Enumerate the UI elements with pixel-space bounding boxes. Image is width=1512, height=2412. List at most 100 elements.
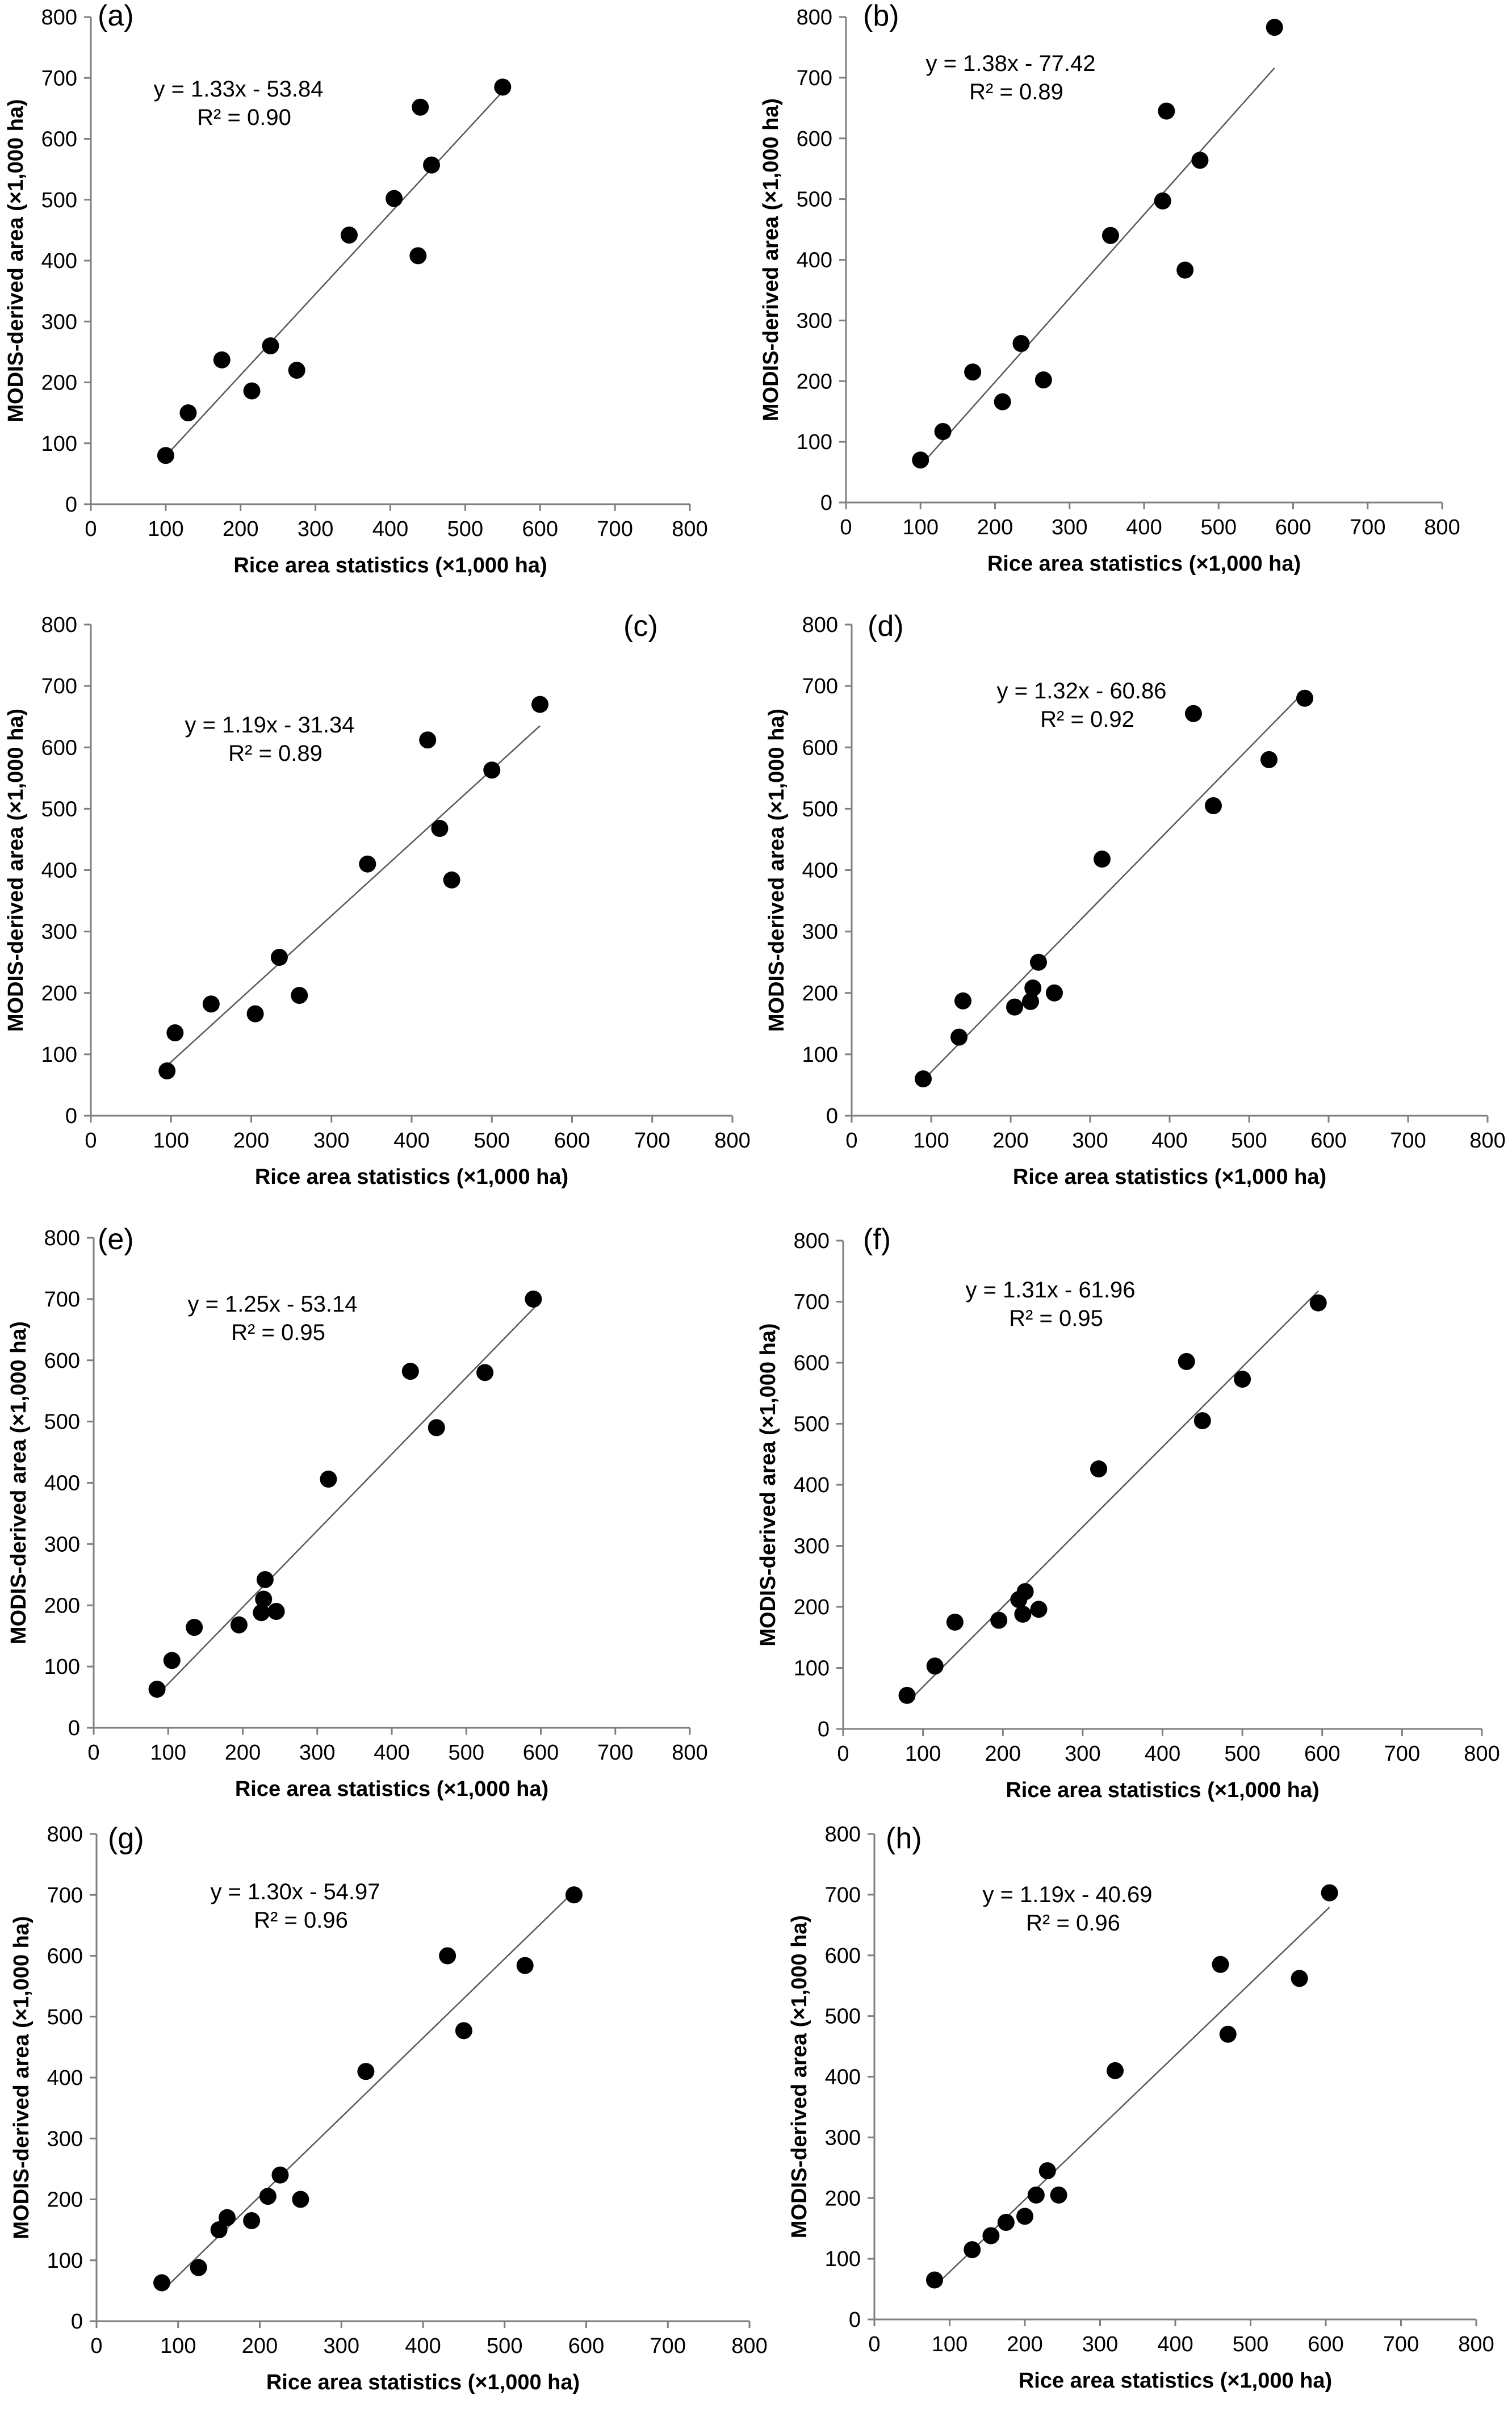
x-tick-label: 600	[1304, 1742, 1340, 1766]
trend-equation: y = 1.33x - 53.84	[153, 77, 323, 102]
panel-f: 0 100 200 300 400 500 600 700 800 0 100 200 300 400 50…	[756, 1223, 1500, 1802]
data-point	[202, 995, 220, 1013]
x-tick-label: 0	[845, 1129, 857, 1153]
data-point	[926, 1657, 944, 1675]
x-tick-label: 400	[372, 517, 408, 541]
data-point	[1022, 993, 1039, 1010]
data-point	[153, 2274, 170, 2292]
data-point	[190, 2259, 207, 2276]
data-point	[166, 1024, 184, 1042]
y-tick-label: 0	[68, 1716, 80, 1740]
data-point	[291, 987, 308, 1004]
x-tick-label: 100	[913, 1129, 949, 1153]
y-tick-label: 800	[797, 6, 832, 30]
data-point	[1046, 984, 1063, 1002]
x-tick-label: 800	[714, 1129, 750, 1153]
data-point	[1006, 998, 1023, 1016]
r-squared: R² = 0.96	[1026, 1911, 1120, 1936]
data-point	[255, 1590, 273, 1608]
x-tick-label: 700	[1383, 2333, 1419, 2356]
data-point	[1094, 851, 1111, 868]
data-point	[267, 1603, 285, 1620]
x-axis-title: Rice area statistics (×1,000 ha)	[1013, 1165, 1326, 1189]
trendline	[920, 67, 1275, 467]
y-tick-label: 300	[797, 309, 832, 333]
data-point	[1107, 2062, 1124, 2079]
data-point	[1038, 2162, 1056, 2180]
data-point	[1191, 152, 1209, 169]
data-point	[186, 1619, 203, 1636]
data-point	[997, 2214, 1015, 2231]
panel-label: (b)	[863, 0, 899, 32]
r-squared: R² = 0.89	[228, 741, 322, 766]
data-point	[409, 247, 427, 265]
y-tick-label: 800	[802, 613, 838, 637]
x-tick-label: 300	[299, 1741, 335, 1765]
panel-d: 0 100 200 300 400 500 600 700 800 0 100 200 300 400 50…	[765, 610, 1506, 1189]
y-tick-label: 700	[41, 675, 77, 698]
panel-label: (e)	[98, 1223, 134, 1256]
x-tick-label: 400	[1126, 516, 1162, 539]
y-tick-label: 200	[47, 2188, 83, 2212]
y-tick-label: 600	[47, 1945, 83, 1969]
data-point	[419, 731, 437, 749]
data-point	[1090, 1460, 1107, 1478]
x-tick-label: 100	[903, 516, 939, 539]
trend-equation: y = 1.32x - 60.86	[996, 679, 1166, 704]
y-tick-label: 200	[41, 982, 77, 1006]
x-tick-label: 400	[405, 2334, 441, 2358]
data-point	[259, 2188, 277, 2205]
data-point	[213, 351, 231, 368]
x-tick-label: 200	[223, 517, 258, 541]
data-point	[386, 190, 403, 207]
y-tick-label: 300	[802, 920, 838, 944]
y-tick-label: 400	[41, 249, 77, 273]
y-tick-label: 100	[802, 1043, 838, 1067]
y-tick-label: 500	[794, 1413, 830, 1437]
y-tick-label: 400	[825, 2066, 861, 2089]
y-tick-label: 100	[47, 2249, 83, 2273]
data-point	[1185, 705, 1202, 722]
data-point	[1291, 1970, 1308, 1987]
y-tick-label: 400	[47, 2066, 83, 2090]
x-tick-label: 800	[672, 1741, 707, 1765]
data-point	[443, 871, 460, 889]
y-tick-label: 200	[41, 371, 77, 395]
y-tick-label: 700	[794, 1291, 830, 1314]
x-tick-label: 800	[1464, 1742, 1500, 1766]
y-axis-title: MODIS-derived area (×1,000 ha)	[765, 709, 789, 1032]
x-tick-label: 700	[650, 2334, 686, 2358]
data-point	[483, 761, 501, 779]
panel-label: (d)	[868, 610, 904, 643]
data-point	[912, 451, 929, 469]
data-point	[1154, 192, 1171, 210]
data-point	[946, 1613, 964, 1631]
data-point	[1178, 1352, 1195, 1370]
y-tick-label: 100	[794, 1657, 830, 1681]
y-tick-label: 100	[797, 430, 832, 454]
data-point	[494, 78, 512, 96]
y-tick-label: 0	[65, 1104, 77, 1128]
x-tick-label: 200	[985, 1742, 1021, 1766]
panel-g: 0 100 200 300 400 500 600 700 800 0 100 200 300 400 50…	[10, 1822, 768, 2394]
trendline	[166, 725, 541, 1066]
data-point	[431, 819, 449, 837]
x-tick-label: 200	[992, 1129, 1028, 1153]
x-tick-label: 800	[672, 517, 707, 541]
y-axis-title: MODIS-derived area (×1,000 ha)	[756, 1323, 780, 1646]
x-tick-label: 0	[87, 1741, 99, 1765]
data-point	[157, 447, 174, 464]
x-tick-label: 500	[1201, 516, 1237, 539]
data-point	[1234, 1371, 1251, 1388]
x-tick-label: 400	[393, 1129, 429, 1153]
y-tick-label: 400	[802, 859, 838, 883]
x-tick-label: 600	[568, 2334, 604, 2358]
data-point	[230, 1616, 248, 1634]
data-point	[163, 1652, 181, 1669]
x-tick-label: 100	[148, 517, 183, 541]
data-point	[256, 1571, 274, 1588]
y-tick-label: 300	[41, 310, 77, 334]
y-tick-label: 500	[797, 188, 832, 212]
y-tick-label: 100	[41, 432, 77, 456]
